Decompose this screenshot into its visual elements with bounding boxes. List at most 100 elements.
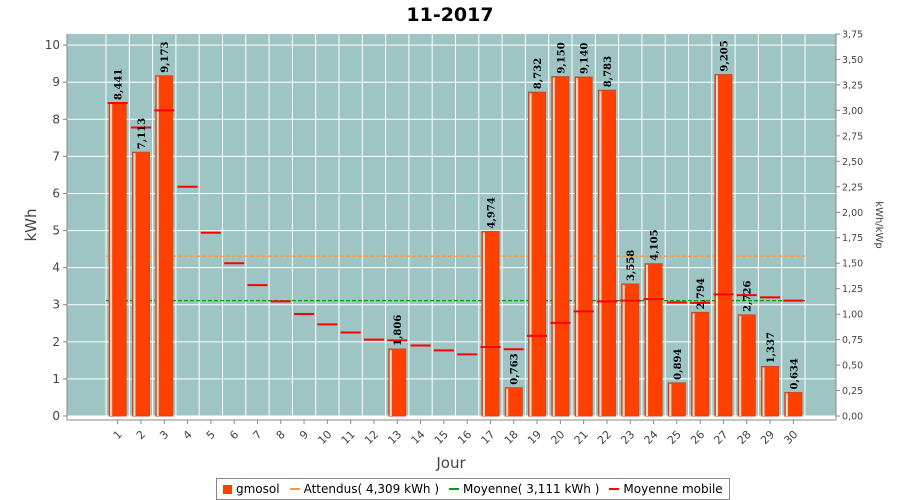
legend-item-moyenne: Moyenne( 3,111 kWh ) [449, 482, 599, 496]
bar-day-24 [644, 263, 663, 417]
bar-body [761, 365, 780, 417]
x-tick-label: 11 [339, 428, 358, 447]
y-axis-title: kWh [22, 208, 40, 241]
y2-tick-label: 0,00 [842, 412, 863, 423]
x-tick-label: 19 [525, 428, 544, 447]
y-tick-label: 2 [52, 335, 60, 349]
y2-tick-label: 2,50 [842, 157, 863, 168]
x-tick-label: 6 [227, 428, 241, 442]
bar-body [644, 263, 663, 417]
bar-highlight [156, 76, 159, 416]
bar-highlight [622, 285, 625, 416]
legend-item-gmosol: gmosol [223, 482, 280, 496]
bar-highlight [529, 93, 532, 416]
bar-day-20 [551, 76, 570, 417]
reference-lines [106, 255, 805, 302]
bar-day-22 [597, 89, 616, 417]
y-tick-label: 8 [52, 112, 60, 126]
data-label: 8,441 [114, 69, 125, 100]
y-tick-label: 9 [52, 75, 60, 89]
x-tick-label: 23 [618, 428, 637, 447]
bar-body [574, 76, 593, 417]
y2-tick-label: 2,00 [842, 208, 863, 219]
data-label: 3,558 [626, 250, 637, 281]
data-label: 1,806 [393, 315, 404, 346]
bar-highlight [646, 264, 649, 416]
y-tick-label: 6 [52, 186, 60, 200]
legend-label-gmosol: gmosol [236, 482, 280, 496]
data-label: 8,783 [603, 56, 614, 87]
bar-highlight [482, 232, 485, 416]
bar-day-2 [131, 151, 150, 417]
y-tick-label: 3 [52, 298, 60, 312]
x-tick-label: 24 [642, 428, 661, 447]
y2-tick-label: 1,75 [842, 233, 863, 244]
bar-highlight [552, 77, 555, 416]
x-tick-label: 14 [409, 428, 428, 447]
y2-tick-label: 2,25 [842, 182, 863, 193]
x-tick-label: 12 [362, 428, 381, 447]
x-tick-label: 15 [432, 428, 451, 447]
data-label: 9,150 [556, 42, 567, 73]
x-tick-label: 10 [315, 428, 334, 447]
bar-body [714, 74, 733, 417]
bar-day-19 [528, 91, 547, 417]
data-label: 8,732 [533, 58, 544, 89]
y2-tick-label: 1,50 [842, 259, 863, 270]
x-tick-label: 20 [548, 428, 567, 447]
bar-day-17 [481, 231, 500, 417]
bar-highlight [739, 315, 742, 416]
x-tick-label: 5 [204, 428, 218, 442]
y-tick-label: 10 [45, 38, 60, 52]
data-label: 4,974 [486, 197, 497, 228]
bar-day-25 [667, 382, 686, 417]
bar-day-18 [504, 387, 523, 417]
y2-tick-label: 1,25 [842, 284, 863, 295]
y2-tick-label: 0,50 [842, 361, 863, 372]
bar-highlight [389, 350, 392, 416]
x-tick-label: 21 [572, 428, 591, 447]
bar-body [737, 314, 756, 417]
bar-day-23 [621, 283, 640, 417]
y2-tick-label: 3,50 [842, 55, 863, 66]
x-tick-label: 8 [274, 428, 288, 442]
x-axis-title: Jour [435, 454, 466, 472]
legend-swatch-gmosol [223, 484, 232, 494]
x-tick-label: 28 [735, 428, 754, 447]
x-tick-label: 22 [595, 428, 614, 447]
data-label: 0,894 [673, 348, 684, 379]
bar-highlight [133, 153, 136, 416]
y-tick-label: 0 [52, 409, 60, 423]
bar-day-26 [691, 311, 710, 417]
bar-body [131, 151, 150, 417]
data-label: 1,337 [766, 332, 777, 363]
data-label: 9,173 [160, 41, 171, 72]
y2-tick-label: 3,75 [842, 30, 863, 41]
x-tick-label: 30 [781, 428, 800, 447]
y2-tick-label: 0,75 [842, 335, 863, 346]
x-tick-label: 7 [250, 428, 264, 442]
moving-average-marks [107, 101, 804, 356]
bar-highlight [785, 393, 788, 416]
bar-highlight [110, 103, 113, 416]
x-tick-label: 29 [758, 428, 777, 447]
x-tick-label: 4 [181, 428, 195, 442]
data-label: 4,105 [650, 229, 661, 260]
y2-tick-label: 0,25 [842, 386, 863, 397]
bar-body [621, 283, 640, 417]
data-label: 7,113 [137, 118, 148, 149]
data-labels: 8,441 7,113 9,173 1,806 4,974 0,763 8,732 9,150… [114, 40, 801, 389]
bar-body [155, 75, 174, 417]
bar-body [784, 391, 803, 417]
bar-body [388, 348, 407, 417]
grid-lines [67, 34, 836, 417]
data-label: 2,794 [696, 278, 707, 309]
y-tick-label: 1 [52, 372, 60, 386]
data-label: 2,726 [743, 281, 754, 312]
bar-highlight [506, 388, 509, 416]
legend-swatch-moyenne [449, 488, 460, 490]
x-tick-label: 26 [688, 428, 707, 447]
legend-item-moyenne-mobile: Moyenne mobile [609, 482, 723, 496]
bar-highlight [669, 383, 672, 416]
x-tick-label: 25 [665, 428, 684, 447]
